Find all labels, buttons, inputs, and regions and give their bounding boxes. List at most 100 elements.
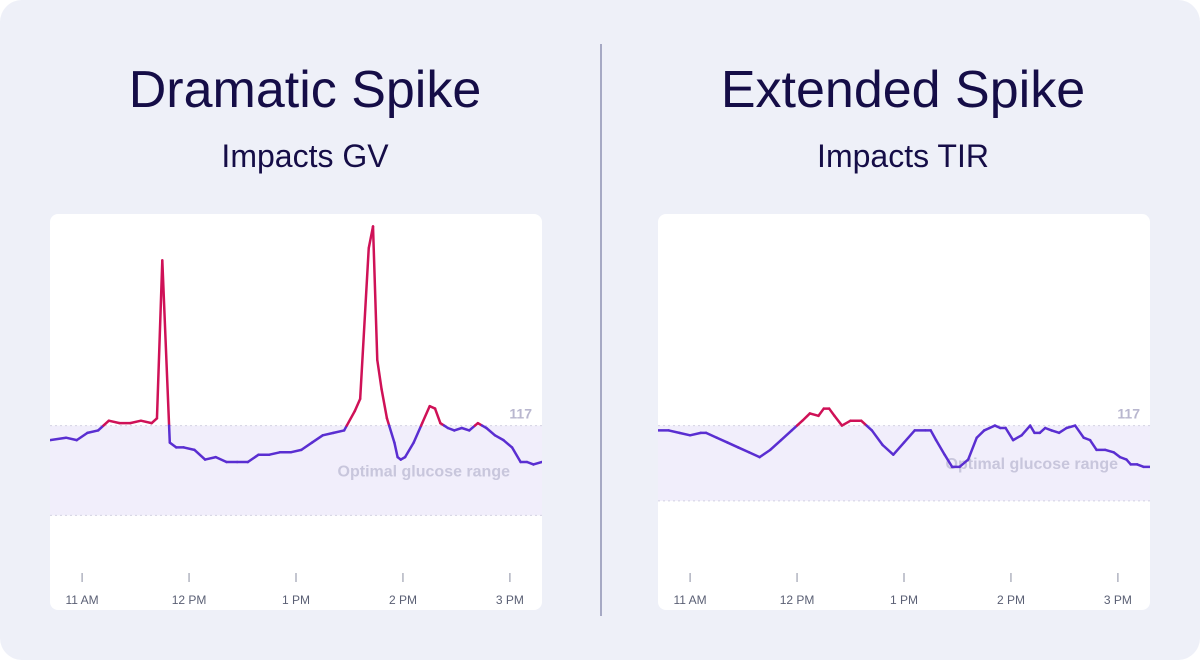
glucose-line-segment: [892, 441, 906, 456]
right-chart-card: 117 Optimal glucose range 11 AM 12 PM 1 …: [658, 214, 1150, 610]
glucose-line-segment: [385, 417, 391, 427]
glucose-line-segment: [736, 446, 751, 454]
glucose-line-segment: [833, 414, 844, 427]
glucose-line-segment: [747, 451, 761, 459]
glucose-line-segment: [380, 387, 389, 420]
glucose-line-segment: [412, 424, 423, 444]
glucose-line-segment: [1065, 424, 1077, 430]
glucose-line-segment: [321, 431, 335, 437]
glucose-line-segment: [161, 259, 171, 427]
glucose-line-segment: [801, 412, 812, 422]
glucose-line-segment: [64, 436, 78, 442]
glucose-line-segment: [502, 438, 514, 449]
glucose-line-segment: [510, 446, 522, 464]
glucose-line-segment: [376, 358, 383, 391]
glucose-line-segment: [808, 412, 820, 418]
glucose-line-segment: [403, 441, 415, 459]
glucose-line-segment: [268, 451, 282, 456]
glucose-line-segment: [371, 225, 379, 362]
glucose-line-segment: [667, 429, 681, 435]
glucose-line-segment: [870, 429, 884, 447]
right-panel-title: Extended Spike: [720, 61, 1086, 119]
glucose-line-segment: [1112, 451, 1122, 459]
x-tick-label: 2 PM: [997, 593, 1025, 607]
x-tick-label: 12 PM: [780, 593, 815, 607]
glucose-line-segment: [966, 436, 978, 461]
x-tick-label: 11 AM: [674, 593, 707, 607]
range-label: Optimal glucose range: [338, 464, 511, 481]
left-glucose-chart: 117 Optimal glucose range 11 AM 12 PM 1 …: [50, 225, 542, 607]
glucose-line-segment: [289, 448, 303, 454]
glucose-line-segment: [1004, 426, 1015, 442]
glucose-line-segment: [827, 407, 836, 418]
range-label: Optimal glucose range: [946, 456, 1119, 473]
glucose-line-segment: [958, 458, 970, 469]
glucose-line-segment: [182, 446, 196, 452]
glucose-line-segment: [107, 419, 121, 425]
glucose-line-segment: [128, 419, 143, 425]
glucose-line-segment: [1028, 424, 1036, 435]
glucose-series: [50, 225, 542, 466]
glucose-line-segment: [167, 424, 172, 444]
glucose-line-segment: [50, 436, 68, 442]
x-tick-label: 11 AM: [66, 593, 99, 607]
glucose-series: [658, 407, 1150, 469]
glucose-line-segment: [817, 407, 826, 418]
x-tick-label: 2 PM: [389, 593, 417, 607]
panel-divider: [600, 44, 602, 616]
glucose-line-segment: [975, 429, 986, 439]
glucose-line-segment: [139, 419, 153, 425]
glucose-line-segment: [387, 424, 396, 444]
glucose-line-segment: [453, 426, 464, 432]
glucose-line-segment: [688, 431, 703, 437]
left-chart-card: 117 Optimal glucose range 11 AM 12 PM 1 …: [50, 214, 542, 610]
glucose-line-segment: [168, 441, 178, 449]
glucose-line-segment: [1103, 448, 1115, 454]
right-panel-subtitle: Impacts TIR: [817, 138, 989, 174]
glucose-line-segment: [214, 455, 228, 464]
glucose-line-segment: [358, 247, 370, 401]
x-axis-ticks: 11 AM 12 PM 1 PM 2 PM 3 PM: [674, 573, 1132, 607]
right-glucose-chart: 117 Optimal glucose range 11 AM 12 PM 1 …: [658, 406, 1150, 607]
glucose-line-segment: [704, 431, 719, 439]
glucose-line-segment: [433, 407, 442, 425]
glucose-line-segment: [943, 453, 954, 469]
x-tick-label: 12 PM: [172, 593, 207, 607]
threshold-label: 117: [1117, 406, 1140, 422]
glucose-line-segment: [332, 429, 346, 435]
glucose-line-segment: [779, 429, 793, 442]
glucose-line-segment: [393, 441, 399, 459]
glucose-line-segment: [485, 426, 497, 437]
glucose-line-segment: [1088, 438, 1098, 452]
glucose-line-segment: [881, 443, 895, 456]
glucose-line-segment: [840, 419, 852, 427]
glucose-line-segment: [929, 429, 938, 442]
glucose-line-segment: [715, 436, 729, 444]
x-tick-label: 1 PM: [890, 593, 918, 607]
glucose-line-segment: [300, 441, 314, 452]
glucose-line-segment: [246, 453, 260, 464]
range-band: [50, 425, 542, 516]
glucose-line-segment: [678, 431, 692, 437]
x-tick-label: 3 PM: [1104, 593, 1132, 607]
glucose-line-segment: [86, 429, 100, 435]
glucose-line-segment: [934, 438, 946, 456]
glucose-line-segment: [353, 397, 362, 413]
glucose-line-segment: [493, 434, 505, 442]
glucose-line-segment: [345, 409, 357, 427]
glucose-line-segment: [769, 438, 783, 452]
glucose-line-segment: [1073, 424, 1085, 439]
x-axis-ticks: 11 AM 12 PM 1 PM 2 PM 3 PM: [66, 573, 524, 607]
glucose-line-segment: [460, 426, 471, 432]
glucose-line-segment: [1020, 424, 1032, 437]
glucose-line-segment: [203, 455, 218, 461]
threshold-label: 117: [509, 406, 532, 422]
glucose-line-segment: [902, 429, 916, 444]
glucose-line-segment: [532, 460, 542, 466]
left-panel-title: Dramatic Spike: [128, 61, 482, 119]
glucose-line-segment: [1011, 434, 1023, 442]
glucose-line-segment: [758, 448, 772, 459]
left-panel-subtitle: Impacts GV: [221, 138, 389, 174]
glucose-line-segment: [726, 441, 740, 449]
